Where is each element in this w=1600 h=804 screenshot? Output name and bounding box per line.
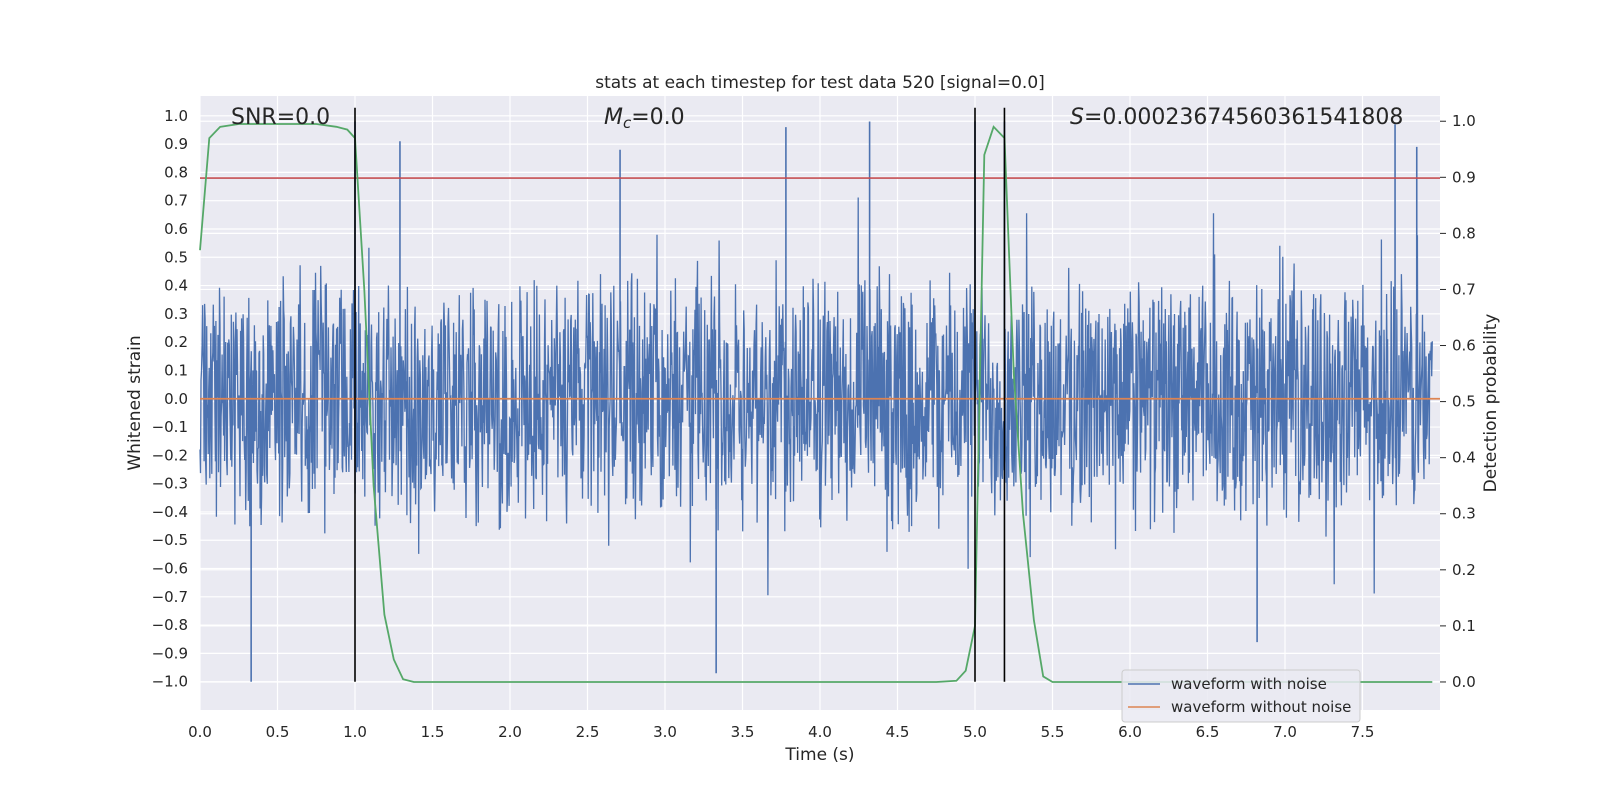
mc-symbol: M: [604, 105, 623, 130]
x-tick-label: 7.0: [1273, 723, 1297, 741]
y-tick-label-right: 1.0: [1452, 112, 1476, 130]
y-axis-label-left: Whitened strain: [125, 335, 145, 470]
mc-subscript: c: [623, 114, 632, 132]
y-tick-label-right: 0.6: [1452, 337, 1476, 355]
lines-layer: [199, 107, 1440, 683]
x-tick-label: 6.5: [1196, 723, 1220, 741]
x-tick-label: 3.0: [653, 723, 677, 741]
y-tick-label-left: −0.1: [152, 418, 188, 436]
y-tick-label-left: −0.6: [152, 560, 188, 578]
x-tick-label: 4.5: [886, 723, 910, 741]
series-waveform-with-noise: [199, 197, 1433, 596]
y-axis-label-right: Detection probability: [1481, 314, 1501, 493]
y-tick-label-right: 0.1: [1452, 617, 1476, 635]
y-tick-label-left: 0.5: [164, 248, 188, 266]
y-tick-label-left: 0.6: [164, 220, 188, 238]
x-tick-label: 5.0: [963, 723, 987, 741]
legend-box: [1121, 669, 1361, 723]
series-detection-probability: [199, 123, 1433, 683]
y-tick-label-right: 0.8: [1452, 224, 1476, 242]
y-tick-label-left: 0.4: [164, 277, 188, 295]
y-tick-label-left: 0.8: [164, 163, 188, 181]
y-tick-label-right: 0.0: [1452, 673, 1476, 691]
s-symbol: S: [1070, 105, 1084, 130]
y-tick-label-left: 0.1: [164, 361, 188, 379]
x-axis-label: Time (s): [784, 745, 854, 765]
s-annotation: S=0.00023674560361541808: [1070, 105, 1403, 130]
x-tick-label: 4.0: [808, 723, 832, 741]
y-tick-label-left: 0.7: [164, 192, 188, 210]
y-tick-label-left: −0.2: [152, 446, 188, 464]
y-tick-label-left: 0.3: [164, 305, 188, 323]
legend: waveform with noise waveform without noi…: [1121, 669, 1361, 723]
s-value: =0.00023674560361541808: [1084, 105, 1403, 130]
y-tick-label-right: 0.5: [1452, 393, 1476, 411]
y-tick-label-left: 1.0: [164, 107, 188, 125]
y-tick-label-right: 0.9: [1452, 168, 1476, 186]
y-tick-label-left: −1.0: [152, 673, 188, 691]
y-tick-label-left: −0.7: [152, 588, 188, 606]
y-tick-label-left: −0.8: [152, 616, 188, 634]
y-tick-label-left: 0.2: [164, 333, 188, 351]
chart-title: stats at each timestep for test data 520…: [595, 73, 1045, 93]
x-tick-label: 7.5: [1351, 723, 1375, 741]
x-tick-label: 1.5: [421, 723, 445, 741]
y-tick-label-right: 0.2: [1452, 561, 1476, 579]
x-tick-label: 6.0: [1118, 723, 1142, 741]
snr-annotation: SNR=0.0: [231, 105, 330, 130]
mc-annotation: Mc=0.0: [604, 105, 685, 132]
legend-label-noise: waveform with noise: [1171, 675, 1327, 693]
y-tick-label-right: 0.4: [1452, 449, 1476, 467]
x-tick-label: 0.0: [188, 723, 212, 741]
y-tick-label-left: −0.5: [152, 531, 188, 549]
y-tick-label-right: 0.3: [1452, 505, 1476, 523]
y-tick-label-left: −0.3: [152, 475, 188, 493]
x-tick-label: 5.5: [1041, 723, 1065, 741]
x-tick-label: 2.0: [498, 723, 522, 741]
x-tick-label: 0.5: [266, 723, 290, 741]
x-tick-label: 1.0: [343, 723, 367, 741]
mc-value: =0.0: [631, 105, 684, 130]
y-tick-label-left: 0.9: [164, 135, 188, 153]
y-tick-label-left: −0.9: [152, 644, 188, 662]
y-tick-label-left: 0.0: [164, 390, 188, 408]
y-tick-label-left: −0.4: [152, 503, 188, 521]
ticks-layer: 0.0 0.5 1.0 1.5 2.0 2.5 3.0 3.5 4.0 4.5 5.0 5.5 6.0 6…: [152, 107, 1476, 741]
legend-label-clean: waveform without noise: [1171, 698, 1351, 716]
x-tick-label: 2.5: [576, 723, 600, 741]
x-tick-label: 3.5: [731, 723, 755, 741]
y-tick-label-right: 0.7: [1452, 280, 1476, 298]
